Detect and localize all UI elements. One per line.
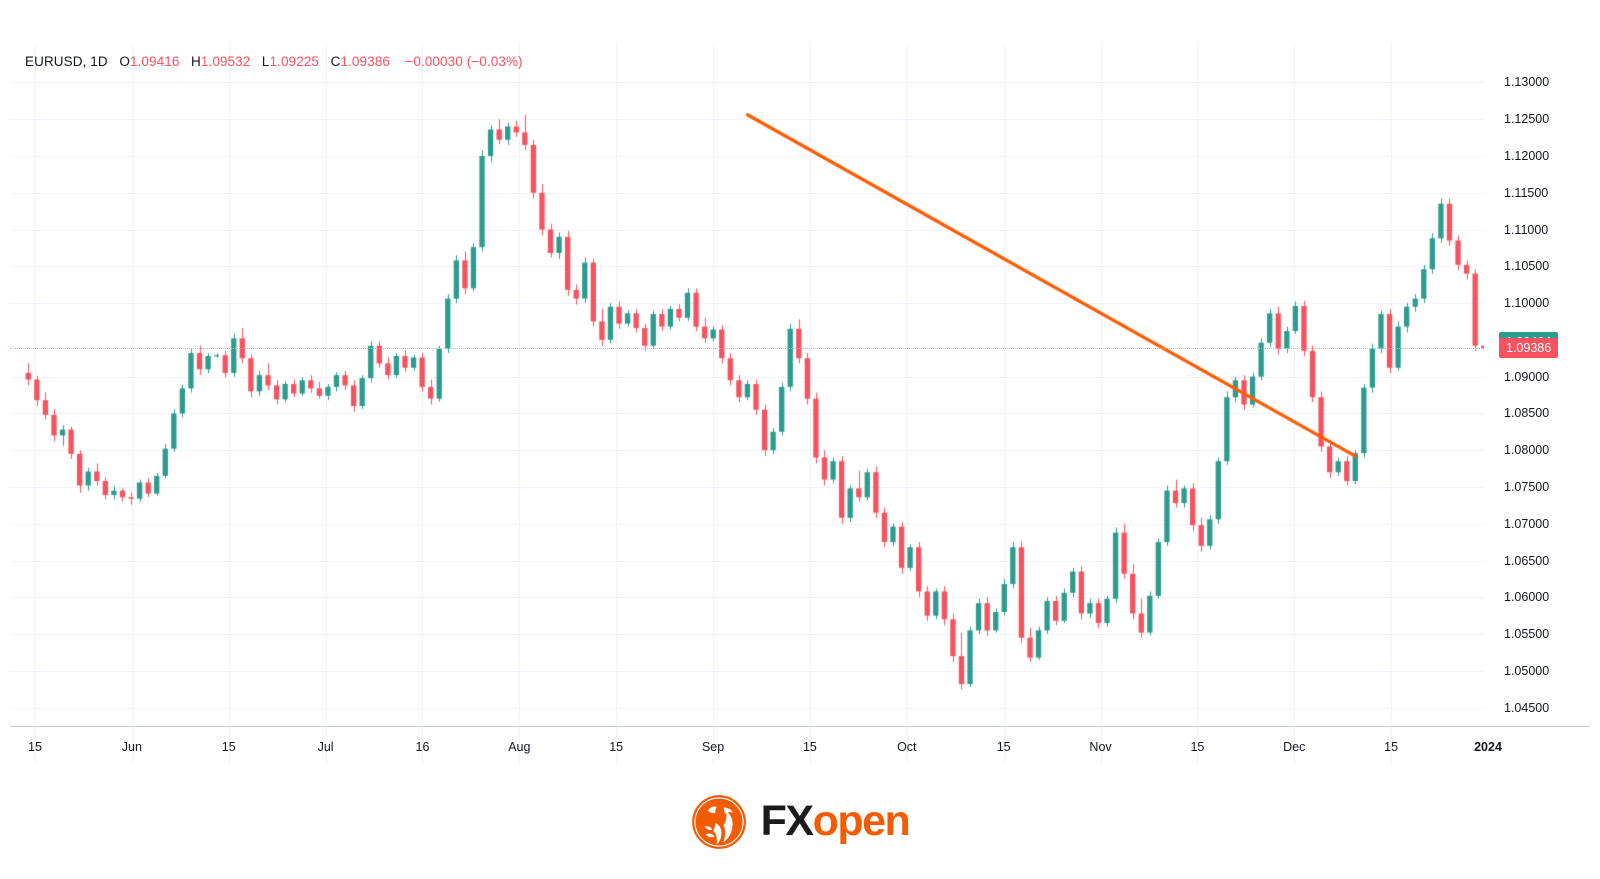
time-tick: 2024 [1474,740,1502,754]
time-tick: Dec [1283,740,1306,754]
price-tick: 1.07000 [1504,516,1550,531]
time-tick: Sep [701,740,725,754]
logo-text-fx: FX [760,797,814,845]
time-tick: 15 [221,740,236,754]
time-tick: 15 [1190,740,1205,754]
legend-symbol[interactable]: EURUSD, 1D [25,54,108,69]
legend-open-value: 1.09416 [129,54,180,69]
price-scale[interactable] [1494,42,1590,764]
price-tick: 1.11500 [1504,185,1549,200]
legend-change: −0.00030 (−0.03%) [405,54,523,69]
price-tick: 1.06500 [1504,553,1550,568]
time-tick: 15 [996,740,1011,754]
legend-close-label: C [330,54,341,69]
ohlc-legend: EURUSD, 1D O1.09416 H1.09532 L1.09225 C1… [25,54,523,69]
price-tick: 1.11000 [1504,222,1549,237]
price-tick: 1.06000 [1504,590,1550,605]
price-tick: 1.10000 [1504,296,1550,311]
legend-close-value: 1.09386 [340,54,390,69]
price-tick: 1.05500 [1504,627,1550,642]
price-tick: 1.05000 [1504,663,1550,678]
time-tick: 15 [802,740,817,754]
last-price-badge[interactable]: 1.09386 [1499,338,1559,359]
chart-card: EURUSD, 1D O1.09416 H1.09532 L1.09225 C1… [10,42,1590,764]
price-tick: 1.09000 [1504,369,1550,384]
legend-open-label: O [119,54,130,69]
price-tick: 1.07500 [1504,479,1550,494]
time-tick: 16 [415,740,430,754]
price-tick: 1.04500 [1504,700,1550,715]
legend-low-label: L [261,54,270,69]
time-tick: 15 [609,740,624,754]
price-tick: 1.12000 [1504,148,1550,163]
time-tick: Aug [508,740,531,754]
time-scale-separator [10,726,1590,727]
candlestick-canvas[interactable] [10,42,1484,764]
price-tick: 1.08000 [1504,443,1550,458]
legend-high-label: H [191,54,201,69]
price-tick: 1.10500 [1504,259,1550,274]
legend-low-value: 1.09225 [269,54,320,69]
time-tick: Oct [897,740,917,754]
time-tick: 15 [28,740,42,754]
footer-branding: FXopen [0,764,1600,879]
bull-circle-icon [691,794,746,849]
time-tick: 15 [1384,740,1399,754]
fxopen-wordmark: FXopen [760,797,911,845]
logo-text-open: open [812,797,911,845]
time-tick: Jul [317,740,334,754]
price-tick: 1.12500 [1504,112,1550,127]
time-tick: Nov [1089,740,1112,754]
legend-high-value: 1.09532 [200,54,251,69]
price-tick: 1.08500 [1504,406,1550,421]
price-tick: 1.13000 [1504,75,1550,90]
time-tick: Jun [121,740,142,754]
chart-plot-area[interactable] [10,42,1484,764]
current-price-line [10,348,1484,350]
